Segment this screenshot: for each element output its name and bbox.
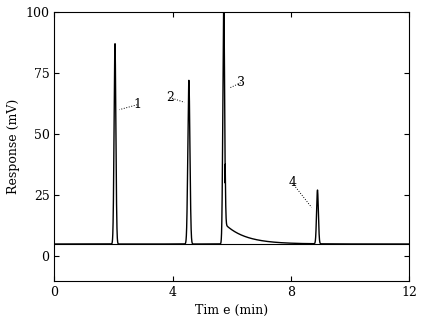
Text: 1: 1	[133, 98, 141, 111]
Y-axis label: Response (mV): Response (mV)	[7, 99, 20, 194]
Text: 4: 4	[288, 177, 296, 190]
X-axis label: Tim e (min): Tim e (min)	[195, 304, 268, 317]
Text: 3: 3	[237, 76, 245, 89]
Text: 2: 2	[166, 91, 173, 104]
